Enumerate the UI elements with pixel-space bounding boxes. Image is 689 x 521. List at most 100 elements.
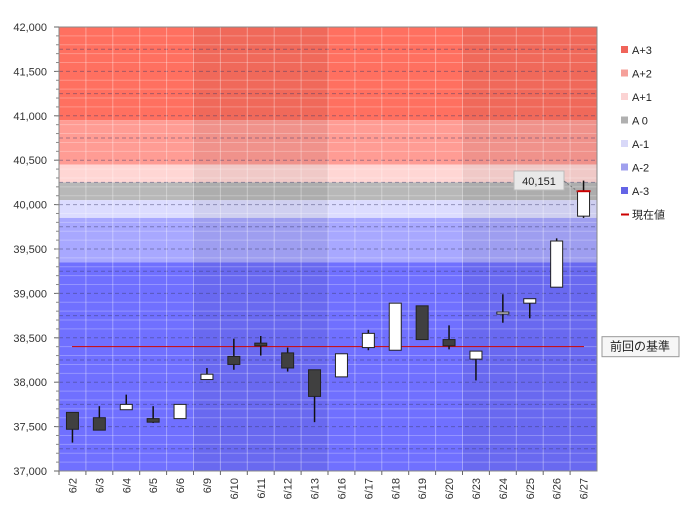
legend: A+3 A+2 A+1 A 0 A-1 A-2 A-3 現在値	[621, 45, 665, 222]
candle-body	[550, 240, 564, 288]
legend-item: A-2	[621, 163, 649, 175]
band-layer	[59, 27, 597, 471]
band-aplus2	[59, 120, 597, 165]
candle-body	[281, 352, 295, 369]
candle-body	[361, 332, 375, 349]
candle-body	[119, 403, 133, 411]
candle-6-5	[146, 406, 160, 424]
candle-6-16	[334, 353, 348, 378]
candle-6-3	[92, 406, 106, 431]
candle-body	[146, 418, 160, 423]
legend-item: A+1	[621, 92, 652, 104]
x-tick-label: 6/19	[417, 478, 429, 499]
candle-6-25	[523, 298, 537, 319]
legend-item: A+2	[621, 69, 652, 81]
legend-swatch	[621, 163, 628, 171]
candle-6-20	[442, 325, 456, 350]
x-tick-label: 6/17	[363, 478, 375, 499]
legend-label: A-2	[632, 163, 649, 175]
candle-6-13	[308, 369, 322, 423]
candle-body	[173, 403, 187, 420]
legend-swatch	[621, 116, 628, 124]
x-tick-label: 6/25	[525, 478, 537, 499]
candle-body	[92, 417, 106, 431]
legend-item: A 0	[621, 116, 648, 128]
reference-layer: 前回の基準	[72, 336, 680, 358]
legend-label: A 0	[632, 116, 648, 128]
y-tick-label: 39,000	[13, 288, 47, 300]
x-tick-label: 6/26	[552, 478, 564, 499]
legend-label: A+2	[632, 69, 652, 81]
y-tick-label: 37,500	[13, 422, 47, 434]
candle-6-11	[254, 336, 268, 356]
y-tick-label: 41,000	[13, 111, 47, 123]
x-tick-label: 6/20	[444, 478, 456, 499]
legend-swatch	[621, 69, 628, 77]
candle-6-4	[119, 394, 133, 411]
candle-6-2	[65, 411, 79, 443]
band-aminus1	[59, 200, 597, 218]
legend-label: A+1	[632, 92, 652, 104]
x-tick-label: 6/18	[390, 478, 402, 499]
legend-item: A+3	[621, 45, 652, 57]
x-tick-label: 6/23	[471, 478, 483, 499]
week-shading-layer	[193, 27, 597, 471]
legend-item: A-3	[621, 186, 649, 198]
y-tick-label: 40,000	[13, 200, 47, 212]
legend-swatch	[621, 187, 628, 194]
candle-body	[388, 302, 402, 351]
x-tick-label: 6/10	[229, 478, 241, 499]
candle-body	[523, 298, 537, 304]
x-tick-label: 6/13	[310, 478, 322, 499]
band-a0	[59, 182, 597, 201]
callout-layer: 40,151	[513, 170, 591, 193]
candle-body	[227, 355, 241, 365]
band-aminus2	[59, 217, 597, 263]
x-tick-label: 6/27	[579, 478, 591, 499]
candle-6-18	[388, 302, 402, 351]
x-tick-label: 6/11	[256, 478, 268, 499]
reference-label-text: 前回の基準	[610, 339, 670, 354]
legend-swatch	[621, 46, 628, 53]
candle-body	[442, 339, 456, 347]
candle-body	[496, 311, 510, 315]
x-tick-label: 6/4	[121, 478, 133, 493]
legend-label: A+3	[632, 45, 652, 57]
x-tick-label: 6/2	[67, 478, 79, 493]
candle-6-23	[469, 350, 483, 381]
band-aplus3	[59, 27, 597, 121]
x-tick-label: 6/24	[498, 478, 510, 499]
legend-label: 現在値	[632, 209, 665, 222]
candle-body	[334, 353, 348, 378]
y-tick-label: 40,500	[13, 155, 47, 167]
candle-body	[65, 411, 79, 430]
legend-item: A-1	[621, 139, 649, 151]
band-aminus3	[59, 262, 597, 471]
current-value-box	[513, 170, 565, 191]
legend-label: A-1	[632, 139, 649, 151]
candle-body	[415, 305, 429, 341]
x-tick-label: 6/16	[336, 478, 348, 499]
candle-6-24	[496, 294, 510, 323]
candle-body	[577, 190, 591, 217]
reference-label-box	[601, 336, 680, 358]
legend-item: 現在値	[621, 209, 665, 222]
x-tick-label: 6/6	[175, 478, 187, 493]
x-tick-label: 6/5	[148, 478, 160, 493]
candle-6-6	[173, 403, 187, 420]
legend-label: A-3	[632, 186, 649, 198]
candle-body	[308, 369, 322, 397]
grid-layer	[59, 27, 597, 471]
candle-6-26	[550, 238, 564, 288]
week-shade	[193, 27, 328, 471]
y-tick-label: 39,500	[13, 244, 47, 256]
y-tick-label: 42,000	[13, 22, 47, 34]
candle-6-10	[227, 338, 241, 370]
candle-body	[200, 373, 214, 381]
x-tick-label: 6/9	[202, 478, 214, 493]
legend-swatch	[621, 140, 628, 147]
y-tick-label: 38,500	[13, 333, 47, 345]
y-tick-label: 37,000	[13, 466, 47, 478]
candle-6-19	[415, 305, 429, 341]
